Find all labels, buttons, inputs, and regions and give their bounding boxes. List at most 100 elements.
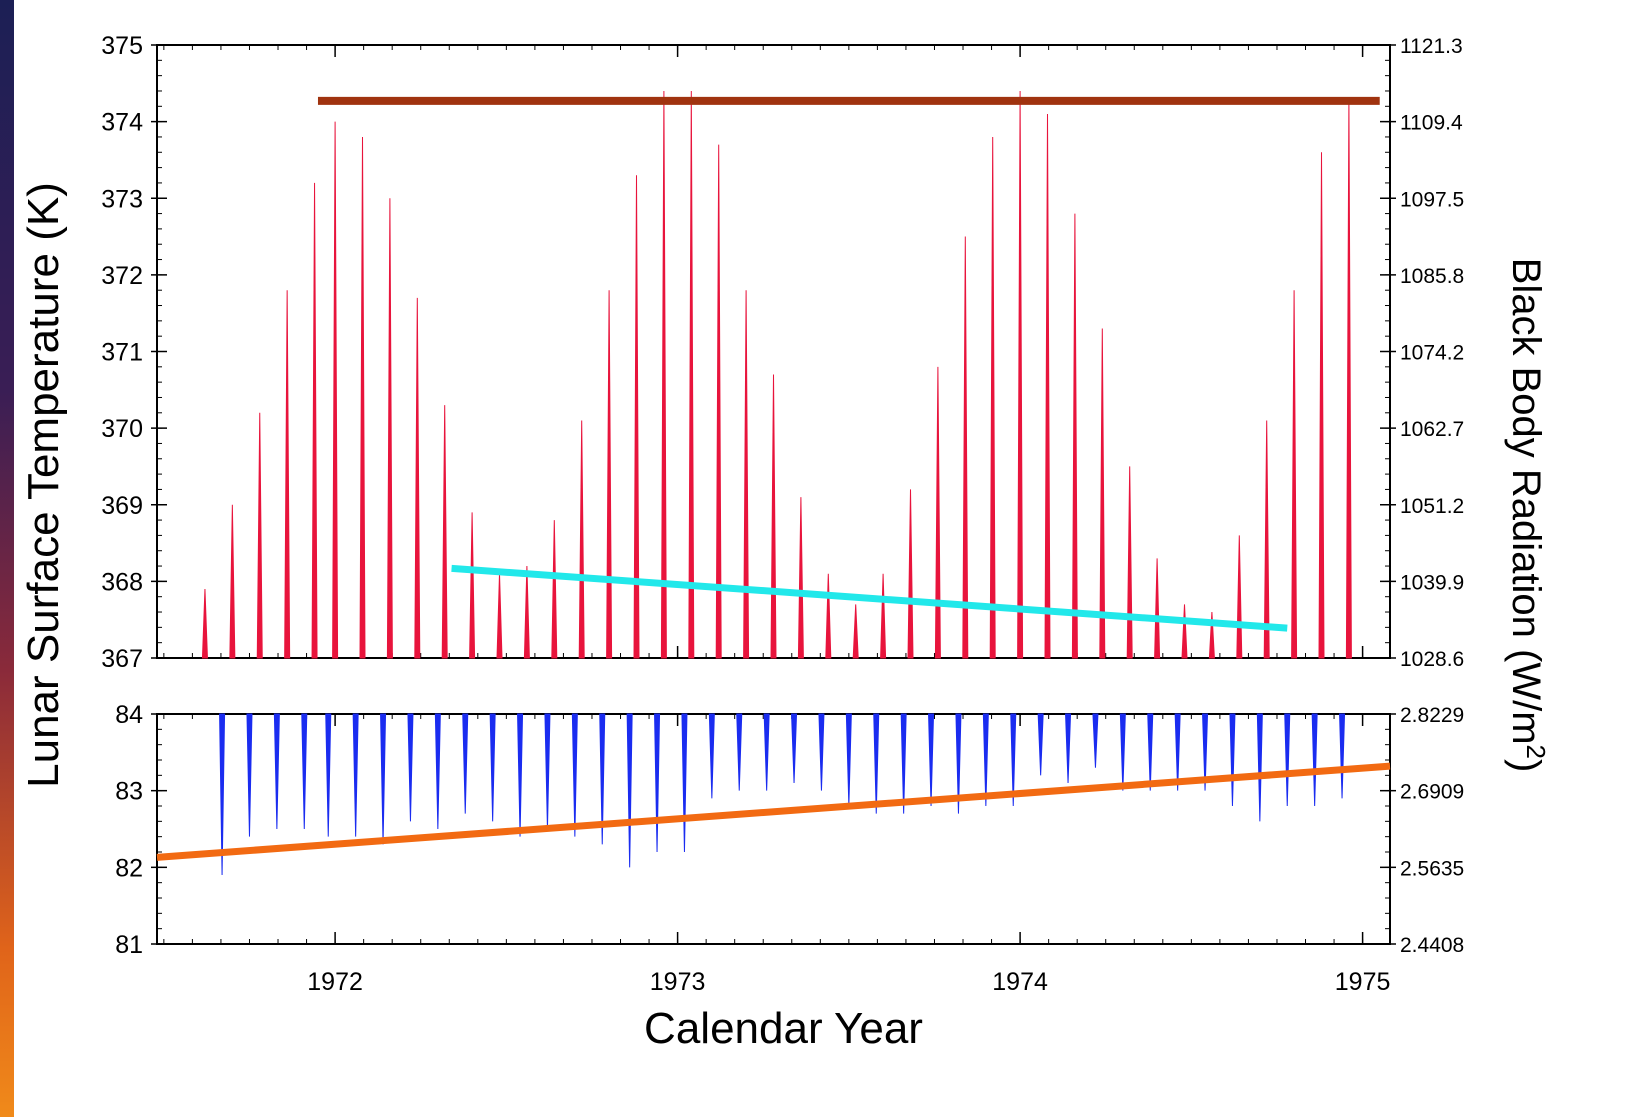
x-tick-label: 1975 — [1335, 968, 1391, 996]
chart-card: 367 1028.6 368 1039.9 369 1051.2 370 1062.7 371 1… — [14, 0, 1652, 1117]
upper-left-tick-label: 373 — [101, 185, 143, 213]
lower-series-spike — [517, 713, 524, 837]
lower-series-spike — [681, 713, 688, 853]
lunar-temperature-chart: 367 1028.6 368 1039.9 369 1051.2 370 1062.7 371 1… — [19, 32, 1551, 1053]
lower-series-spike — [462, 713, 469, 814]
upper-series-spike — [770, 374, 777, 659]
upper-right-tick-label: 1074.2 — [1400, 342, 1464, 365]
lower-series-spike — [246, 713, 253, 837]
upper-series-spike — [1236, 535, 1243, 659]
right-axis-title-main: Black Body Radiation (W/m — [1504, 258, 1548, 745]
x-axis-title: Calendar Year — [644, 1004, 923, 1053]
lower-right-tick-label: 2.5635 — [1400, 857, 1464, 880]
upper-left-tick-label: 375 — [101, 32, 143, 60]
lower-trend-line — [156, 762, 1391, 861]
lower-series-spike — [1010, 713, 1017, 807]
lower-series-spike — [1174, 713, 1181, 791]
lower-series-spike — [845, 713, 852, 807]
x-tick-label: 1973 — [650, 968, 706, 996]
lower-series-spike — [1284, 713, 1291, 807]
lower-series-spike — [1037, 713, 1044, 776]
upper-series-spike — [606, 290, 613, 659]
upper-series-spike — [962, 236, 969, 659]
x-tick-label: 1972 — [307, 968, 363, 996]
slide-left-edge-gradient — [0, 0, 14, 1117]
lower-series-spike — [1065, 713, 1072, 784]
x-tick-label: 1974 — [992, 968, 1048, 996]
lower-series-spike — [544, 713, 551, 830]
lower-series-spike — [928, 713, 935, 807]
lower-series-spike — [708, 713, 715, 799]
upper-series-spike — [1126, 466, 1133, 659]
upper-series-spike — [441, 405, 448, 659]
lower-right-tick-label: 2.4408 — [1400, 934, 1464, 957]
lower-series-spike — [626, 713, 633, 868]
upper-series-spike — [1154, 558, 1161, 659]
lower-series-spike — [955, 713, 962, 814]
lower-series-spike — [736, 713, 743, 791]
lower-series-spike — [1256, 713, 1263, 822]
upper-left-tick-label: 370 — [101, 415, 143, 443]
upper-right-tick-label: 1028.6 — [1400, 648, 1464, 671]
upper-series-spike — [660, 90, 667, 659]
upper-right-tick-label: 1062.7 — [1400, 418, 1464, 441]
lower-series-spike — [489, 713, 496, 822]
upper-series-spike — [359, 136, 366, 659]
upper-left-tick-label: 367 — [101, 645, 143, 673]
upper-right-tick-label: 1085.8 — [1400, 265, 1464, 288]
upper-left-tick-label: 368 — [101, 568, 143, 596]
upper-series-spike — [852, 604, 859, 659]
upper-series-spike — [880, 573, 887, 659]
upper-series-spike — [332, 121, 339, 659]
upper-series-spike — [414, 297, 421, 659]
upper-series-spike — [229, 504, 236, 659]
lower-series-spike — [325, 713, 332, 837]
upper-right-tick-label: 1051.2 — [1400, 495, 1464, 518]
lower-series-spike — [301, 713, 308, 830]
upper-left-tick-label: 372 — [101, 262, 143, 290]
upper-series-spike — [311, 182, 318, 659]
lower-left-tick-label: 82 — [115, 854, 143, 882]
upper-series-spike — [743, 290, 750, 659]
lower-series-spike — [791, 713, 798, 784]
lower-series-spike — [1092, 713, 1099, 768]
lower-series-spike — [900, 713, 907, 814]
upper-series-spike — [989, 136, 996, 659]
lower-series-spike — [273, 713, 280, 830]
lower-left-tick-label: 84 — [115, 701, 143, 729]
lower-series-spike — [1147, 713, 1154, 791]
upper-series-spike — [1208, 611, 1215, 659]
upper-left-tick-label: 371 — [101, 339, 143, 367]
upper-series-spike — [386, 198, 393, 659]
upper-right-tick-label: 1039.9 — [1400, 571, 1464, 594]
lower-series-spike — [763, 713, 770, 791]
upper-series-spike — [1318, 152, 1325, 659]
right-axis-title-superscript: 2 — [1521, 745, 1551, 759]
upper-series-spike — [1044, 113, 1051, 659]
upper-series-spike — [1099, 328, 1106, 659]
upper-series-spike — [1181, 604, 1188, 659]
upper-right-tick-label: 1121.3 — [1400, 35, 1463, 58]
right-axis-title-close: ) — [1504, 759, 1548, 772]
upper-series-spike — [715, 144, 722, 659]
left-axis-title: Lunar Surface Temperature (K) — [19, 182, 68, 788]
upper-series-spike — [1071, 213, 1078, 659]
upper-right-tick-label: 1097.5 — [1400, 188, 1464, 211]
lower-series-spike — [219, 713, 226, 876]
lower-series-spike — [654, 713, 661, 853]
lower-series-spike — [380, 713, 387, 845]
upper-series-spike — [934, 366, 941, 659]
upper-series-spike — [523, 566, 530, 659]
lower-series-spike — [818, 713, 825, 791]
upper-left-tick-label: 374 — [101, 109, 143, 137]
lower-series-spike — [982, 713, 989, 807]
upper-series-spike — [907, 489, 914, 659]
lower-left-tick-label: 81 — [115, 931, 143, 959]
upper-series-spike — [1263, 420, 1270, 659]
upper-series-spike — [284, 290, 291, 659]
upper-series-spike — [201, 589, 208, 659]
upper-series-spike — [551, 520, 558, 659]
lower-series-spike — [1229, 713, 1236, 807]
upper-series-spike — [633, 175, 640, 659]
lower-series-spike — [873, 713, 880, 814]
